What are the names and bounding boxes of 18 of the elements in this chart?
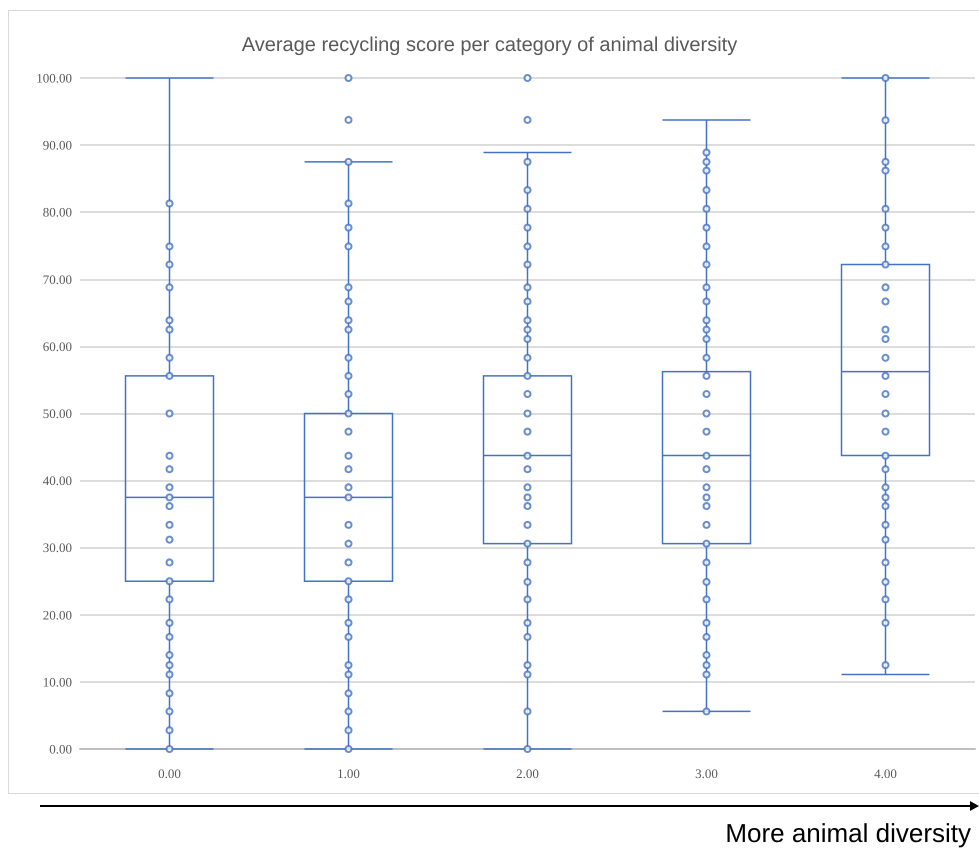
y-tick-label: 70.00 <box>42 272 72 287</box>
chart-title: Average recycling score per category of animal diversity <box>242 34 738 56</box>
x-tick-label: 3.00 <box>695 766 718 781</box>
y-tick-label: 20.00 <box>42 607 72 622</box>
x-tick-label: 2.00 <box>516 766 539 781</box>
y-tick-label: 100.00 <box>36 70 72 86</box>
y-tick-label: 40.00 <box>42 473 72 488</box>
x-tick-label: 0.00 <box>158 766 181 781</box>
y-tick-label: 10.00 <box>42 674 72 690</box>
y-tick-label: 90.00 <box>42 138 72 153</box>
x-tick-label: 1.00 <box>337 766 360 781</box>
y-tick-label: 0.00 <box>49 742 72 756</box>
y-tick-label: 50.00 <box>42 406 72 421</box>
y-tick-label: 60.00 <box>42 338 72 354</box>
x-tick-label: 4.00 <box>874 766 897 781</box>
y-tick-label: 80.00 <box>42 204 72 220</box>
y-tick-label: 30.00 <box>42 540 72 556</box>
text: More animal diversity <box>725 818 971 849</box>
